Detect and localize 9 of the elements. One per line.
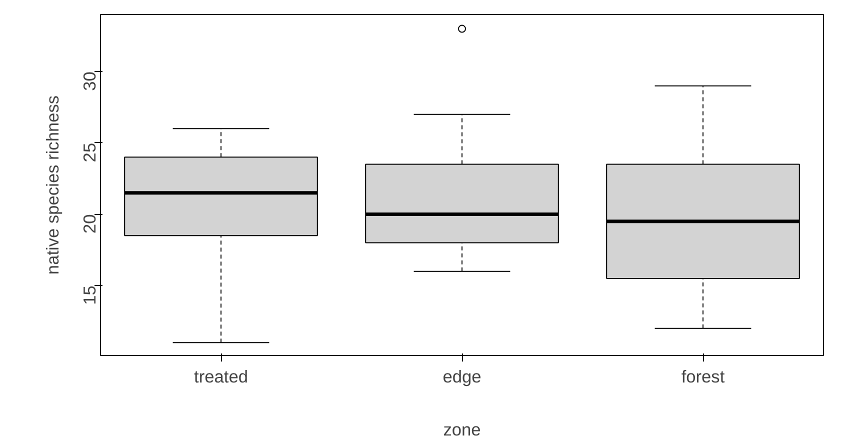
x-tick-label: edge [442, 366, 482, 386]
y-axis-title: native species richness [42, 95, 62, 275]
x-tick-label: treated [194, 366, 248, 386]
x-tick-label: forest [681, 366, 725, 386]
y-tick-label: 30 [80, 72, 100, 91]
y-tick-label: 25 [80, 142, 100, 162]
y-tick-label: 15 [80, 286, 100, 305]
y-tick-label: 20 [80, 214, 100, 234]
x-axis-title: zone [443, 420, 481, 440]
